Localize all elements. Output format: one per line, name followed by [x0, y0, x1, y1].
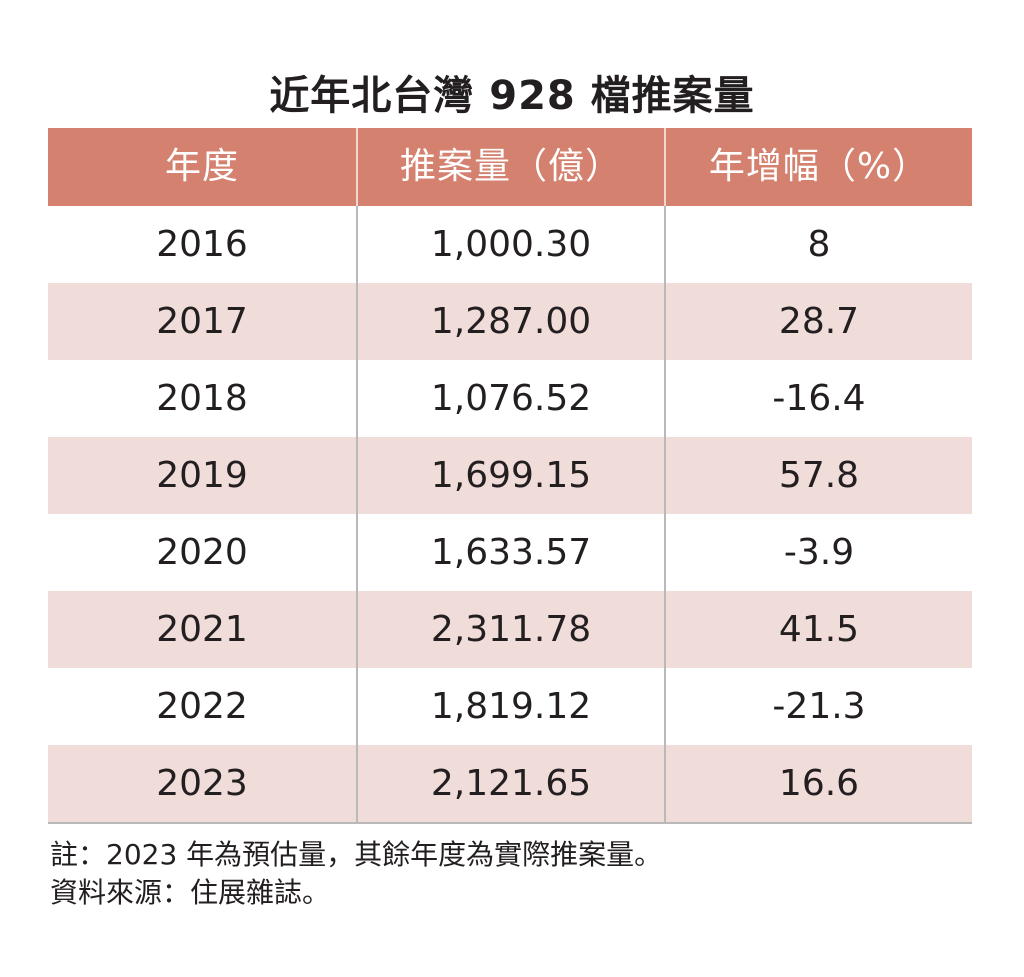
header-volume: 推案量（億）: [356, 128, 664, 206]
source-text: 資料來源：住展雜誌。: [50, 876, 331, 909]
table-row: 2020 1,633.57 -3.9: [48, 514, 972, 591]
volume-cell: 1,633.57: [356, 514, 664, 591]
table-body: 2016 1,000.30 8 2017 1,287.00 28.7 2018 1,076.5…: [48, 206, 972, 822]
table-row: 2018 1,076.52 -16.4: [48, 360, 972, 437]
volume-cell: 1,000.30: [356, 206, 664, 283]
year-cell: 2018: [156, 377, 248, 419]
header-growth: 年增幅（%）: [664, 128, 972, 206]
growth-cell: 57.8: [664, 437, 972, 514]
year-cell: 2019: [156, 454, 248, 496]
year-cell: 2023: [156, 762, 248, 804]
table-bottom-rule: [48, 822, 972, 824]
year-cell: 2021: [156, 608, 248, 650]
year-cell: 2016: [156, 223, 248, 265]
data-table: 年度 推案量（億） 年增幅（%） 2016 1,000.30 8 2017 1,287.…: [48, 128, 972, 824]
table-title: 近年北台灣 928 檔推案量: [269, 73, 755, 119]
header-year: 年度: [164, 146, 239, 187]
year-cell: 2017: [156, 300, 248, 342]
growth-cell: 28.7: [664, 283, 972, 360]
note-text: 註：2023 年為預估量，其餘年度為實際推案量。: [50, 838, 663, 871]
growth-cell: -21.3: [664, 668, 972, 745]
volume-cell: 1,076.52: [356, 360, 664, 437]
table-header-row: 年度 推案量（億） 年增幅（%）: [48, 128, 972, 206]
volume-cell: 1,287.00: [356, 283, 664, 360]
year-cell: 2022: [156, 685, 248, 727]
table-row: 2017 1,287.00 28.7: [48, 283, 972, 360]
table-row: 2023 2,121.65 16.6: [48, 745, 972, 822]
volume-cell: 2,311.78: [356, 591, 664, 668]
table-row: 2019 1,699.15 57.8: [48, 437, 972, 514]
growth-cell: 41.5: [664, 591, 972, 668]
volume-cell: 2,121.65: [356, 745, 664, 822]
notes: 註：2023 年為預估量，其餘年度為實際推案量。 資料來源：住展雜誌。: [50, 836, 662, 912]
table-row: 2021 2,311.78 41.5: [48, 591, 972, 668]
growth-cell: -3.9: [664, 514, 972, 591]
table-row: 2016 1,000.30 8: [48, 206, 972, 283]
volume-cell: 1,699.15: [356, 437, 664, 514]
year-cell: 2020: [156, 531, 248, 573]
table-row: 2022 1,819.12 -21.3: [48, 668, 972, 745]
growth-cell: 16.6: [664, 745, 972, 822]
growth-cell: 8: [664, 206, 972, 283]
growth-cell: -16.4: [664, 360, 972, 437]
volume-cell: 1,819.12: [356, 668, 664, 745]
